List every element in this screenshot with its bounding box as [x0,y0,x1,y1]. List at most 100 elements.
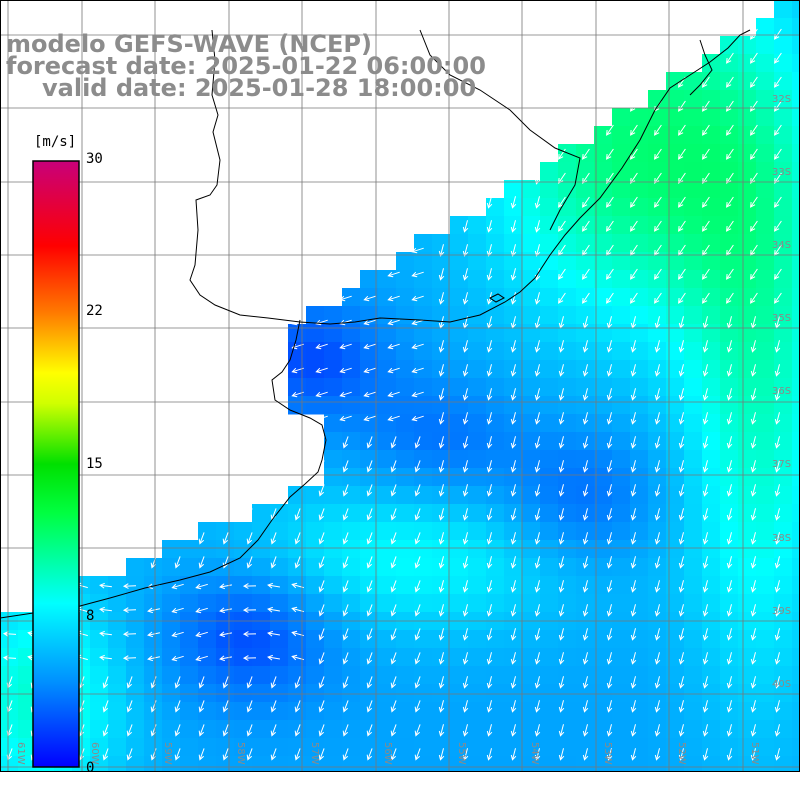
ocean-cell [270,738,289,757]
ocean-cell [396,594,415,613]
wind-arrow [726,196,734,208]
ocean-cell [540,540,559,559]
ocean-cell [468,756,487,772]
ocean-cell [774,468,793,487]
wind-arrow [342,604,349,617]
ocean-cell [252,738,271,757]
ocean-cell [630,126,649,145]
ocean-cell [126,576,145,595]
ocean-cell [612,378,631,397]
wind-arrow [294,748,301,761]
ocean-cell [558,270,577,289]
ocean-cell [594,450,613,469]
ocean-cell [702,630,721,649]
ocean-cell [702,90,721,109]
wind-arrow [534,460,541,473]
wind-arrow [366,604,373,617]
ocean-cell [486,540,505,559]
ocean-cell [558,540,577,559]
wind-arrow [582,484,589,497]
ocean-cell [288,720,307,739]
ocean-cell [792,648,800,667]
ocean-cell [378,738,397,757]
wind-arrow [198,724,205,737]
wind-arrow [366,700,373,713]
ocean-cell [594,378,613,397]
ocean-cell [540,234,559,253]
ocean-cell [306,378,325,397]
wind-arrow [122,655,137,661]
ocean-cell [702,756,721,772]
wind-arrow [774,580,781,593]
ocean-cell [486,486,505,505]
ocean-cell [738,630,757,649]
ocean-cell [594,684,613,703]
wind-arrow [702,220,710,232]
wind-arrow [654,748,661,761]
wind-arrow [342,724,349,737]
wind-arrow [606,700,613,713]
ocean-cell [270,648,289,667]
ocean-cell [612,414,631,433]
wind-arrow [606,412,613,425]
wind-arrow [387,391,400,398]
ocean-cell [702,180,721,199]
ocean-cell [702,594,721,613]
ocean-cell [288,396,307,415]
ocean-cell [162,576,181,595]
ocean-cell [774,684,793,703]
ocean-cell [306,540,325,559]
wind-arrow [702,556,709,569]
ocean-cell [774,270,793,289]
wind-arrow [318,580,325,593]
ocean-cell [414,252,433,271]
ocean-cell [792,234,800,253]
ocean-cell [774,738,793,757]
wind-arrow [534,196,541,209]
wind-arrow [534,724,541,737]
ocean-cell [756,432,775,451]
ocean-cell [630,702,649,721]
ocean-cell [522,450,541,469]
ocean-cell [126,630,145,649]
ocean-cell [468,702,487,721]
wind-arrow [438,292,445,305]
ocean-cell [468,576,487,595]
wind-arrow [678,628,685,641]
ocean-cell [0,738,19,757]
wind-arrow [726,724,733,737]
ocean-cell [180,756,199,772]
wind-arrow [534,748,541,761]
ocean-cell [504,216,523,235]
ocean-cell [252,684,271,703]
wind-arrow [678,436,685,449]
wind-arrow [342,700,349,713]
wind-arrow [366,556,373,569]
ocean-cell [306,738,325,757]
ocean-cell [468,558,487,577]
wind-arrow [198,556,205,569]
ocean-cell [198,576,217,595]
ocean-cell [432,234,451,253]
ocean-cell [702,306,721,325]
wind-arrow [246,556,253,569]
ocean-cell [756,288,775,307]
ocean-cell [720,756,739,772]
ocean-cell [666,234,685,253]
wind-arrow [702,292,710,304]
ocean-cell [378,306,397,325]
ocean-cell [648,378,667,397]
ocean-cell [414,432,433,451]
ocean-cell [684,720,703,739]
ocean-cell [270,702,289,721]
ocean-cell [576,756,595,772]
ocean-cell [792,108,800,127]
wind-arrow [558,484,565,497]
latitude-label: 40S [772,679,791,690]
wind-arrow [678,196,686,208]
ocean-cell [522,198,541,217]
wind-arrow [318,628,325,641]
ocean-cell [540,180,559,199]
ocean-cell [396,342,415,361]
ocean-cell [450,702,469,721]
